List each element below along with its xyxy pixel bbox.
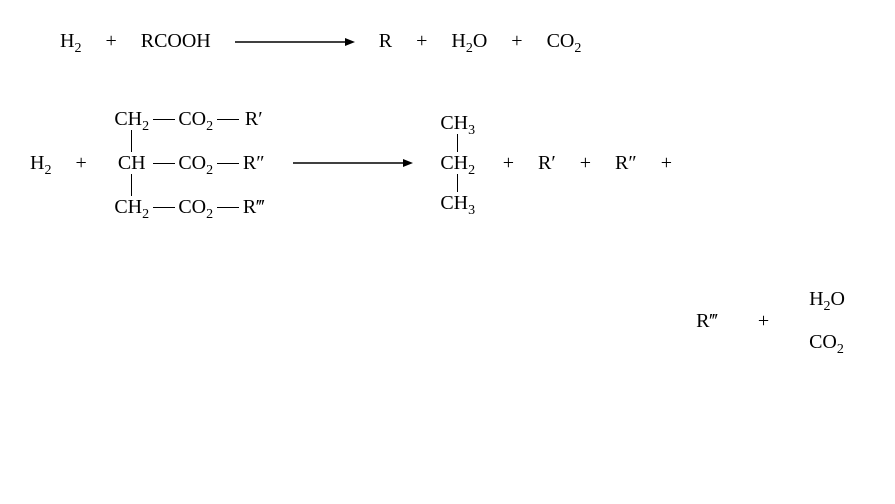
product-h2o: H2O bbox=[451, 30, 487, 53]
bond-icon bbox=[131, 130, 132, 152]
carbon-ch3-bot: CH3 bbox=[440, 192, 475, 215]
reaction-1: H2 + RCOOH R + H2O + CO2 bbox=[60, 30, 875, 53]
bond-icon bbox=[457, 174, 458, 192]
plus-sign: + bbox=[580, 152, 591, 175]
product-r: R bbox=[379, 30, 392, 53]
carbon-ch-mid: CH bbox=[111, 152, 153, 175]
bond-icon bbox=[153, 163, 175, 164]
bond-icon bbox=[153, 119, 175, 120]
plus-sign: + bbox=[105, 30, 116, 53]
bond-icon bbox=[217, 207, 239, 208]
reaction-2-continuation: R‴ + H2O CO2 bbox=[20, 288, 845, 354]
reactant-h2: H2 bbox=[60, 30, 81, 53]
product-r-doubleprime: R″ bbox=[615, 152, 637, 175]
plus-sign: + bbox=[416, 30, 427, 53]
byproduct-h2o: H2O bbox=[809, 288, 845, 311]
reaction-arrow-icon bbox=[293, 156, 413, 170]
plus-sign: + bbox=[75, 152, 86, 175]
bond-icon bbox=[153, 207, 175, 208]
triglyceride-structure: CH2 CO2 R′ CH CO2 R″ CH2 CO2 R‴ bbox=[111, 108, 269, 218]
plus-sign: + bbox=[758, 310, 769, 333]
product-r-tripleprime: R‴ bbox=[696, 310, 718, 333]
carbon-ch2-mid: CH2 bbox=[440, 152, 475, 175]
reaction-2: H2 + CH2 CO2 R′ CH CO2 R″ CH2 CO2 R‴ bbox=[30, 108, 875, 218]
r-prime-top: R′ bbox=[239, 108, 269, 131]
byproduct-stack: H2O CO2 bbox=[809, 288, 845, 354]
propane-backbone: CH3 CH2 CH3 bbox=[437, 112, 479, 214]
carbon-ch3-top: CH3 bbox=[440, 112, 475, 135]
ester-co2-top: CO2 bbox=[175, 108, 217, 131]
byproduct-co2: CO2 bbox=[809, 331, 844, 354]
carbon-ch2-bot: CH2 bbox=[111, 196, 153, 219]
bond-icon bbox=[131, 174, 132, 196]
ester-co2-bot: CO2 bbox=[175, 196, 217, 219]
bond-icon bbox=[457, 134, 458, 152]
bond-icon bbox=[217, 163, 239, 164]
reaction-arrow-icon bbox=[235, 35, 355, 49]
r-tripleprime-bot: R‴ bbox=[239, 196, 269, 219]
bond-icon bbox=[217, 119, 239, 120]
reactant-h2: H2 bbox=[30, 152, 51, 175]
plus-sign: + bbox=[503, 152, 514, 175]
reactant-rcooh: RCOOH bbox=[141, 30, 211, 53]
r-doubleprime-mid: R″ bbox=[239, 152, 269, 175]
plus-sign: + bbox=[661, 152, 672, 175]
product-co2: CO2 bbox=[547, 30, 582, 53]
plus-sign: + bbox=[511, 30, 522, 53]
ester-co2-mid: CO2 bbox=[175, 152, 217, 175]
carbon-ch2-top: CH2 bbox=[111, 108, 153, 131]
product-r-prime: R′ bbox=[538, 152, 556, 175]
